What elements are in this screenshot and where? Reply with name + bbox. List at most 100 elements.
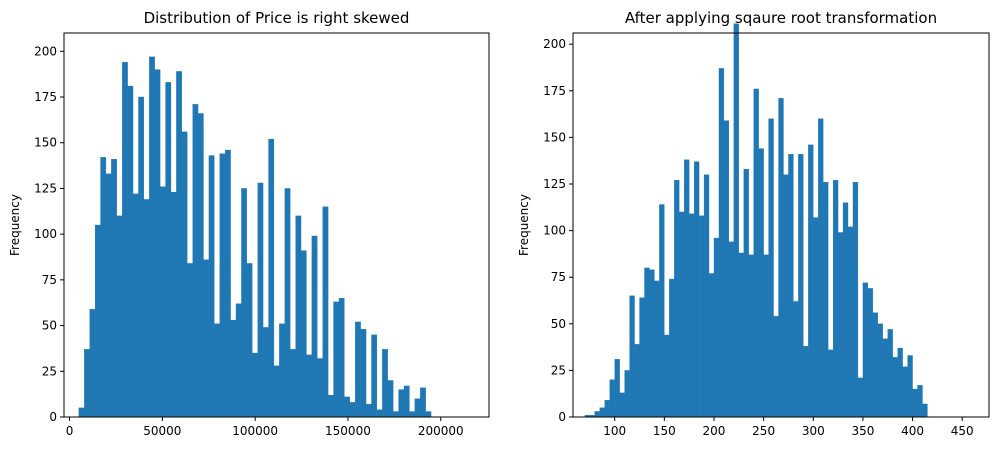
histogram-bar <box>713 237 720 418</box>
histogram-bar <box>300 250 307 418</box>
y-axis-left: 0 25 50 75 100 125 150 175 200 <box>34 44 64 424</box>
y-tick-label: 75 <box>551 270 566 284</box>
histogram-bar <box>149 56 155 418</box>
histogram-bar <box>862 282 869 418</box>
y-tick-label: 125 <box>543 177 566 191</box>
x-axis-left: 0 50000 100000 150000 200000 <box>66 417 464 438</box>
histogram-bar <box>84 349 90 418</box>
histogram-bar <box>634 344 640 418</box>
histogram-bar <box>877 323 883 418</box>
histogram-bar <box>290 349 296 418</box>
bars-right <box>584 23 928 418</box>
histogram-bar <box>252 352 258 418</box>
histogram-bar <box>698 215 705 418</box>
y-tick-label: 150 <box>543 130 566 144</box>
histogram-bar <box>371 334 378 418</box>
histogram-bar <box>659 204 665 418</box>
histogram-bar <box>882 338 888 418</box>
histogram-bar <box>723 120 730 418</box>
x-tick-label: 0 <box>66 424 74 438</box>
histogram-bar <box>187 263 193 418</box>
histogram-bar <box>116 215 123 418</box>
histogram-bar <box>420 387 426 418</box>
histogram-bar <box>867 288 873 418</box>
histogram-bar <box>154 69 161 418</box>
y-tick-label: 100 <box>543 224 566 238</box>
histogram-bar <box>808 144 814 418</box>
histogram-bar <box>823 181 829 418</box>
y-tick-label: 175 <box>34 90 57 104</box>
histogram-bar <box>170 191 177 418</box>
histogram-bar <box>743 168 749 418</box>
histogram-bar <box>609 379 615 418</box>
y-tick-label: 175 <box>543 84 566 98</box>
histogram-bar <box>897 347 903 418</box>
histogram-bar <box>122 62 128 418</box>
histogram-bar <box>208 155 215 418</box>
histogram-bar <box>376 409 383 418</box>
y-tick-label: 25 <box>551 363 566 377</box>
x-tick-label: 250 <box>752 424 775 438</box>
histogram-bar <box>311 235 318 418</box>
x-axis-right: 100 150 200 250 300 350 400 450 <box>603 417 974 438</box>
y-tick-label: 150 <box>34 136 57 150</box>
histogram-bar <box>887 329 893 418</box>
histogram-bar <box>619 392 625 418</box>
histogram-bar <box>398 389 405 418</box>
y-axis-right: 0 25 50 75 100 125 150 175 200 <box>543 37 573 424</box>
histogram-bar <box>273 365 280 418</box>
histogram-bar <box>793 301 799 418</box>
y-tick-label: 0 <box>558 410 566 424</box>
histogram-bar <box>857 377 864 418</box>
histogram-bar <box>693 161 700 418</box>
x-tick-label: 50000 <box>143 424 181 438</box>
x-tick-label: 100000 <box>232 424 278 438</box>
histogram-bar <box>788 154 794 418</box>
histogram-bar <box>912 388 918 418</box>
histogram-bar <box>235 303 242 418</box>
x-tick-label: 350 <box>851 424 874 438</box>
histogram-bar <box>753 88 759 418</box>
histogram-bar <box>654 280 660 418</box>
chart-right: 100 150 200 250 300 350 400 450 0 25 50 75 100 125 15… <box>517 9 990 438</box>
histogram-bar <box>917 385 923 418</box>
x-tick-label: 200000 <box>418 424 464 438</box>
plot-frame-right <box>572 32 990 418</box>
histogram-bar <box>89 308 96 418</box>
histogram-bar <box>268 138 275 418</box>
histogram-bar <box>674 180 680 418</box>
histogram-bar <box>127 85 134 418</box>
x-tick-label: 100 <box>603 424 626 438</box>
histogram-bar <box>614 359 620 418</box>
histogram-bar <box>159 186 166 418</box>
histogram-bar <box>852 181 859 418</box>
histogram-bar <box>708 273 715 418</box>
histogram-bar <box>344 396 350 418</box>
histogram-bar <box>138 96 145 418</box>
histogram-bar <box>763 254 769 418</box>
histogram-bar <box>664 334 670 418</box>
histogram-bar <box>295 215 302 418</box>
histogram-bar <box>728 241 734 418</box>
histogram-bar <box>689 213 695 418</box>
y-axis-label-left: Frequency <box>8 194 22 256</box>
histogram-bar <box>837 232 844 418</box>
histogram-bar <box>403 385 410 418</box>
histogram-bar <box>365 404 372 418</box>
histogram-bar <box>317 358 323 418</box>
histogram-bar <box>649 269 655 418</box>
histogram-bar <box>733 23 739 418</box>
histogram-bar <box>832 180 839 418</box>
histogram-bar <box>387 380 394 418</box>
chart-title-left: Distribution of Price is right skewed <box>144 9 410 27</box>
histogram-bar <box>279 323 285 418</box>
histogram-bar <box>599 407 605 418</box>
histogram-bar <box>327 394 334 418</box>
histogram-bar <box>669 278 675 418</box>
histogram-bar <box>773 316 779 418</box>
histogram-bar <box>230 319 237 418</box>
x-tick-label: 150 <box>653 424 676 438</box>
y-tick-label: 100 <box>34 227 57 241</box>
histogram-bar <box>165 82 172 418</box>
